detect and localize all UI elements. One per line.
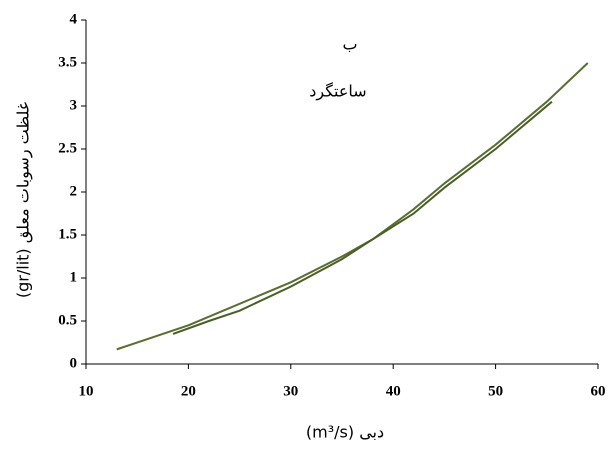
y-tick-label: 0 <box>70 355 78 371</box>
y-tick-label: 3 <box>70 97 78 113</box>
x-tick-label: 50 <box>488 383 503 399</box>
y-tick-label: 1 <box>70 269 78 285</box>
data-line <box>116 62 589 351</box>
y-tick-label: 1.5 <box>58 226 77 242</box>
y-tick-label: 0.5 <box>58 312 77 328</box>
x-tick-label: 30 <box>283 383 298 399</box>
x-tick-label: 60 <box>591 383 606 399</box>
y-tick-label: 2 <box>70 183 78 199</box>
chart-title: ب <box>342 35 357 54</box>
x-tick-label: 10 <box>79 383 94 399</box>
x-tick-label: 20 <box>181 383 196 399</box>
y-tick-label: 3.5 <box>58 54 77 70</box>
data-line <box>172 100 553 335</box>
y-tick-label: 4 <box>70 11 78 27</box>
annotation: ساعتگرد <box>309 82 366 102</box>
y-tick-label: 2.5 <box>58 140 77 156</box>
x-axis-label: دبی (m³/s) <box>306 423 384 442</box>
y-axis-label: غلظت رسوبات معلق (gr/lit) <box>14 102 34 298</box>
x-tick-label: 40 <box>386 383 401 399</box>
